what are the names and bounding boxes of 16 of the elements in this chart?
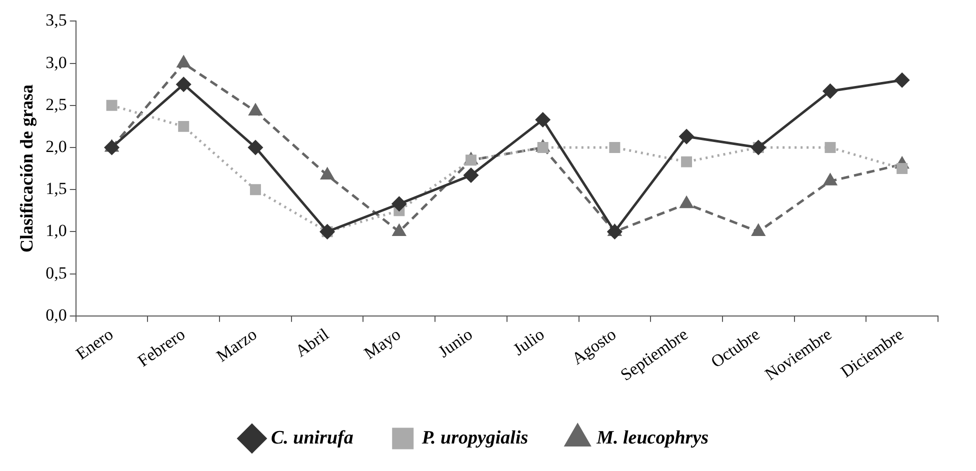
y-tick-label: 1,5 (46, 179, 67, 198)
x-tick-label: Enero (72, 324, 117, 364)
legend-label: M. leucophrys (596, 427, 709, 448)
x-tick-label: Julio (510, 324, 548, 360)
y-tick-label: 0,5 (46, 263, 67, 282)
legend-label: P. uropygialis (420, 427, 528, 448)
y-tick-label: 2,5 (46, 94, 67, 114)
x-tick-label: Mayo (360, 324, 404, 363)
y-tick-label: 1,0 (46, 221, 67, 240)
y-tick-label: 2,0 (46, 136, 67, 156)
y-axis-title: Clasificación de grasa (16, 84, 36, 253)
y-tick-label: 3,5 (46, 10, 67, 30)
x-tick-label: Junio (434, 324, 476, 362)
y-tick-label: 3,0 (46, 52, 67, 72)
y-tick-label: 0,0 (46, 305, 67, 324)
legend-label: C. unirufa (270, 427, 354, 448)
